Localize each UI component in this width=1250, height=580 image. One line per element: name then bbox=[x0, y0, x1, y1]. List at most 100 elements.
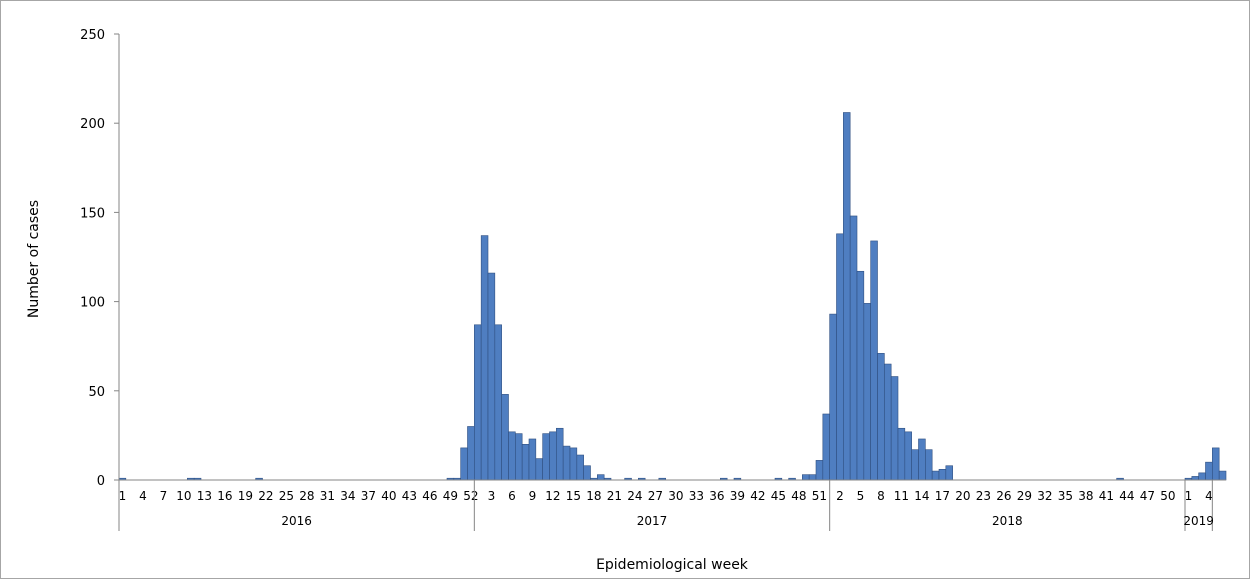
x-week-label: 3 bbox=[488, 489, 496, 503]
bar bbox=[836, 233, 844, 481]
x-week-label: 17 bbox=[935, 489, 950, 503]
bar bbox=[897, 427, 906, 481]
bar bbox=[542, 433, 550, 481]
year-label: 2019 bbox=[1183, 514, 1214, 528]
bar bbox=[884, 363, 892, 481]
x-week-label: 29 bbox=[1017, 489, 1032, 503]
y-axis-title: Number of cases bbox=[26, 200, 42, 318]
bar bbox=[931, 470, 940, 481]
bar bbox=[802, 474, 810, 481]
x-week-labels-group: 1 4 7 10 13 16 19 22 25 28 31 34 37 40 43 46 49 52 3 6 9 12 15… bbox=[119, 489, 1213, 503]
x-week-label: 37 bbox=[361, 489, 376, 503]
y-tick-label: 250 bbox=[80, 28, 105, 43]
bar bbox=[460, 447, 468, 481]
x-week-label: 6 bbox=[508, 489, 516, 503]
bar bbox=[576, 454, 584, 481]
bar bbox=[911, 449, 919, 481]
bar bbox=[904, 431, 912, 481]
x-week-label: 2 bbox=[836, 489, 844, 503]
x-week-label: 27 bbox=[648, 489, 663, 503]
bar bbox=[515, 433, 523, 481]
bar bbox=[808, 474, 817, 481]
bar bbox=[945, 465, 953, 481]
x-week-label: 31 bbox=[320, 489, 335, 503]
x-week-label: 1 bbox=[1185, 489, 1193, 503]
bar bbox=[890, 376, 899, 481]
x-week-label: 23 bbox=[976, 489, 991, 503]
bar bbox=[925, 449, 933, 481]
bar bbox=[521, 444, 530, 481]
x-week-label: 13 bbox=[197, 489, 212, 503]
bar bbox=[815, 460, 824, 481]
x-week-label: 35 bbox=[1058, 489, 1073, 503]
bar bbox=[480, 235, 489, 481]
bar bbox=[501, 394, 509, 481]
x-week-label: 26 bbox=[996, 489, 1011, 503]
bar bbox=[487, 272, 496, 481]
bar bbox=[569, 447, 578, 481]
x-week-label: 43 bbox=[402, 489, 417, 503]
x-week-label: 52 bbox=[463, 489, 478, 503]
bar bbox=[849, 215, 858, 481]
x-week-label: 47 bbox=[1140, 489, 1155, 503]
x-week-label: 36 bbox=[709, 489, 724, 503]
x-week-label: 25 bbox=[279, 489, 294, 503]
x-week-label: 8 bbox=[877, 489, 885, 503]
x-week-label: 10 bbox=[176, 489, 191, 503]
bar bbox=[549, 431, 557, 481]
x-week-label: 15 bbox=[566, 489, 581, 503]
bar bbox=[1205, 461, 1213, 481]
bar bbox=[829, 313, 837, 481]
bar bbox=[583, 465, 591, 481]
bar bbox=[938, 468, 947, 481]
x-week-label: 41 bbox=[1099, 489, 1114, 503]
y-tick-label: 0 bbox=[97, 474, 105, 489]
x-week-label: 32 bbox=[1037, 489, 1052, 503]
bar bbox=[528, 438, 537, 481]
bar bbox=[918, 438, 926, 481]
y-tick-label: 200 bbox=[80, 117, 105, 132]
bar bbox=[1212, 447, 1220, 481]
bar bbox=[870, 240, 878, 481]
bar bbox=[556, 427, 564, 481]
x-week-label: 12 bbox=[545, 489, 560, 503]
x-week-label: 19 bbox=[238, 489, 253, 503]
x-week-label: 34 bbox=[340, 489, 355, 503]
x-week-label: 24 bbox=[627, 489, 642, 503]
bar bbox=[843, 112, 851, 481]
bar bbox=[877, 353, 885, 481]
x-week-label: 30 bbox=[668, 489, 683, 503]
bar bbox=[474, 324, 482, 481]
x-week-label: 1 bbox=[119, 489, 127, 503]
y-ticks-group: 0 50 100 150 200 250 bbox=[80, 28, 119, 489]
x-axis-title: Epidemiological week bbox=[596, 557, 749, 573]
x-week-label: 16 bbox=[217, 489, 232, 503]
bars-group bbox=[118, 112, 1227, 481]
x-week-label: 40 bbox=[381, 489, 396, 503]
x-week-label: 20 bbox=[955, 489, 970, 503]
bar bbox=[535, 458, 543, 481]
bar bbox=[856, 270, 865, 481]
x-week-label: 18 bbox=[586, 489, 601, 503]
x-week-label: 39 bbox=[730, 489, 745, 503]
x-week-label: 38 bbox=[1078, 489, 1093, 503]
x-week-label: 33 bbox=[689, 489, 704, 503]
x-week-label: 42 bbox=[750, 489, 765, 503]
x-week-label: 21 bbox=[607, 489, 622, 503]
x-week-label: 4 bbox=[1205, 489, 1213, 503]
x-week-label: 45 bbox=[771, 489, 786, 503]
year-label: 2016 bbox=[281, 514, 312, 528]
x-year-group: 2016 2017 2018 2019 bbox=[118, 480, 1214, 531]
bar bbox=[467, 426, 475, 481]
x-week-label: 7 bbox=[160, 489, 168, 503]
x-week-label: 51 bbox=[812, 489, 827, 503]
x-week-label: 50 bbox=[1160, 489, 1175, 503]
x-week-label: 28 bbox=[299, 489, 314, 503]
y-tick-label: 100 bbox=[80, 296, 105, 311]
year-label: 2018 bbox=[992, 514, 1023, 528]
x-week-label: 46 bbox=[422, 489, 437, 503]
x-week-label: 11 bbox=[894, 489, 909, 503]
bar bbox=[494, 324, 502, 481]
y-tick-label: 50 bbox=[88, 385, 105, 400]
bar bbox=[508, 431, 516, 481]
